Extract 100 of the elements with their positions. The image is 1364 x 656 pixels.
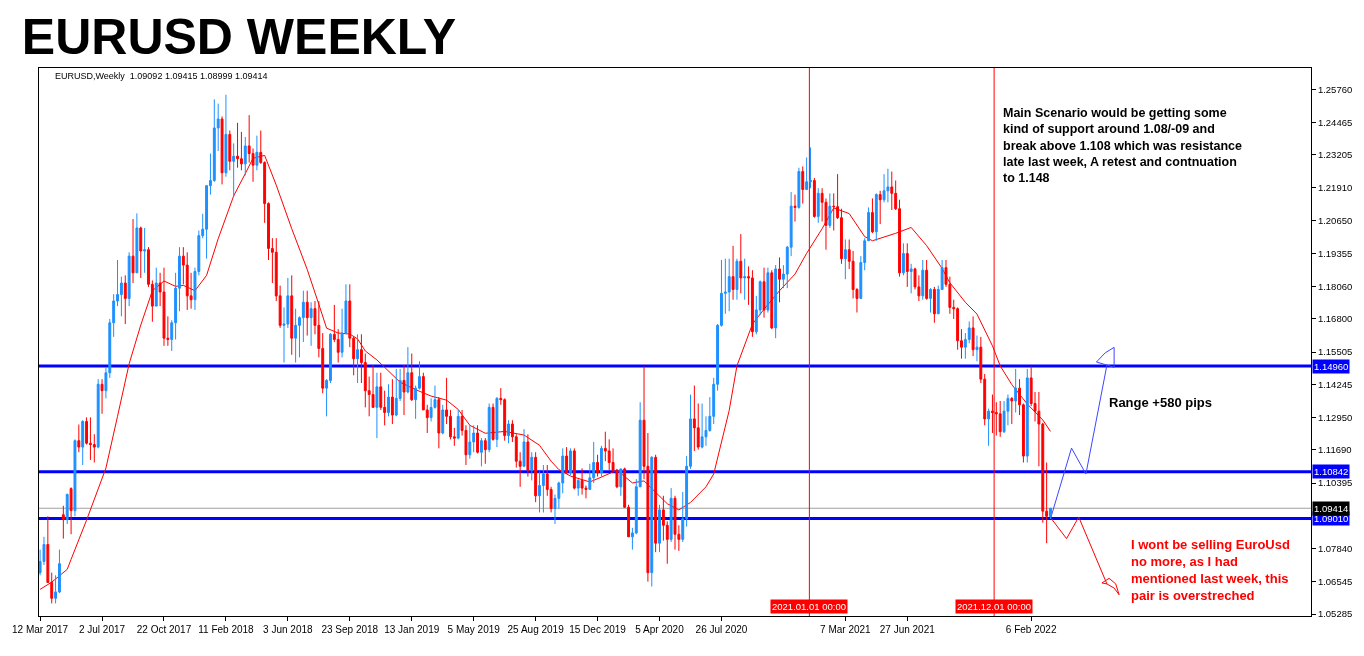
candlestick	[77, 424, 81, 453]
candlestick	[654, 454, 658, 553]
y-tick-label: 1.16800	[1317, 313, 1353, 325]
candlestick	[402, 364, 406, 416]
candlestick	[220, 115, 224, 185]
candlestick	[878, 190, 882, 225]
candlestick	[437, 396, 441, 449]
y-tick-label: 1.25760	[1317, 83, 1353, 95]
candlestick	[61, 505, 65, 540]
line-series	[1050, 516, 1120, 596]
candlestick	[73, 438, 77, 517]
candlestick	[65, 492, 69, 525]
candlestick	[1025, 368, 1029, 463]
candlestick	[491, 403, 495, 442]
candlestick	[541, 464, 545, 513]
candlestick	[522, 428, 526, 467]
candlestick	[309, 301, 313, 347]
candlestick	[81, 419, 85, 466]
candlestick	[998, 400, 1002, 438]
x-tick-label: 5 May 2019	[447, 624, 501, 635]
candlestick	[770, 269, 774, 330]
candlestick	[290, 274, 294, 356]
candlestick	[100, 378, 104, 415]
candlestick	[735, 258, 739, 301]
y-tick-label: 1.10395	[1317, 477, 1353, 489]
candlestick	[131, 218, 135, 284]
y-tick-label: 1.06545	[1317, 576, 1353, 588]
y-tick-label: 1.18060	[1317, 280, 1353, 292]
candlestick	[658, 504, 661, 553]
candlestick	[569, 447, 572, 476]
candlestick	[925, 259, 929, 301]
candlestick	[565, 446, 569, 475]
candlestick	[843, 238, 847, 280]
candlestick	[727, 258, 731, 312]
y-tick-label: 1.21910	[1317, 182, 1353, 194]
candlestick	[468, 424, 472, 460]
candlestick	[886, 168, 890, 203]
y-tick-label: 1.23205	[1317, 149, 1353, 161]
candlestick	[1014, 368, 1018, 413]
candlestick	[921, 259, 925, 301]
candlestick	[743, 258, 747, 301]
candlestick	[228, 130, 232, 171]
ref-line-label: 1.09010	[1314, 513, 1349, 524]
candlestick	[870, 197, 874, 234]
candlestick	[154, 267, 158, 307]
candlestick	[731, 245, 735, 301]
x-tick-label: 27 Jun 2021	[879, 624, 936, 635]
x-tick-label: 11 Feb 2018	[198, 624, 255, 635]
candlestick	[901, 242, 905, 276]
candlestick	[793, 194, 797, 223]
candlestick	[356, 333, 359, 384]
candlestick	[797, 167, 801, 210]
candlestick	[375, 372, 379, 439]
ref-line-label: 1.09414	[1314, 503, 1349, 514]
candlestick	[932, 286, 936, 324]
x-tick-label: 13 Jan 2019	[384, 624, 440, 635]
candlestick	[406, 346, 410, 394]
candlestick	[809, 146, 812, 189]
x-tick-label: 22 Oct 2017	[136, 624, 192, 635]
candlestick	[139, 226, 143, 279]
x-tick-label: 25 Aug 2019	[507, 624, 565, 635]
candlestick	[135, 212, 139, 274]
y-tick-label: 1.12950	[1317, 411, 1353, 423]
candlestick	[882, 173, 886, 203]
x-tick-label: 2 Jul 2017	[78, 624, 126, 635]
candlestick	[909, 263, 913, 294]
candlestick	[1049, 507, 1052, 520]
annotation: Range +580 pips	[1109, 395, 1212, 410]
ref-line-label: 2021.01.01 00:00	[772, 601, 846, 612]
x-tick-label: 5 Apr 2020	[635, 624, 685, 635]
candlestick	[576, 478, 580, 497]
candlestick	[96, 378, 100, 449]
candlestick	[1010, 397, 1014, 425]
ref-line-label: 1.10842	[1314, 466, 1349, 477]
chart-title: EURUSD WEEKLY	[21, 8, 457, 65]
candlestick	[243, 136, 247, 176]
candlestick	[692, 385, 696, 452]
candlestick	[185, 251, 189, 311]
candlestick	[162, 267, 166, 347]
candlestick	[700, 403, 704, 449]
candlestick	[890, 171, 894, 211]
candlestick	[88, 416, 92, 461]
candlestick	[874, 192, 878, 242]
candlestick	[479, 437, 483, 467]
y-tick-label: 1.20650	[1317, 214, 1353, 226]
annotation: I wont be selling EuroUsd no more, as I had mentioned last week, this pair is overstreched	[1131, 537, 1290, 603]
candlestick	[929, 287, 932, 314]
candlestick	[127, 251, 131, 307]
annotation: Main Scenario would be getting some kind of support around 1.08/-09 and break above 1.108 which was resistance late last week, A retest and contnuation to 1.148	[1003, 106, 1243, 185]
candlestick	[828, 192, 832, 229]
candlestick	[487, 403, 491, 453]
candlestick	[507, 419, 510, 444]
candlestick	[69, 486, 73, 535]
candlestick	[123, 274, 127, 325]
candlestick	[816, 187, 820, 224]
candlestick	[766, 267, 770, 314]
x-tick-label: 15 Dec 2019	[569, 624, 627, 635]
ref-line-label: 2021.12.01 00:00	[957, 601, 1031, 612]
x-tick-label: 26 Jul 2020	[695, 624, 748, 635]
candlestick	[526, 433, 530, 478]
